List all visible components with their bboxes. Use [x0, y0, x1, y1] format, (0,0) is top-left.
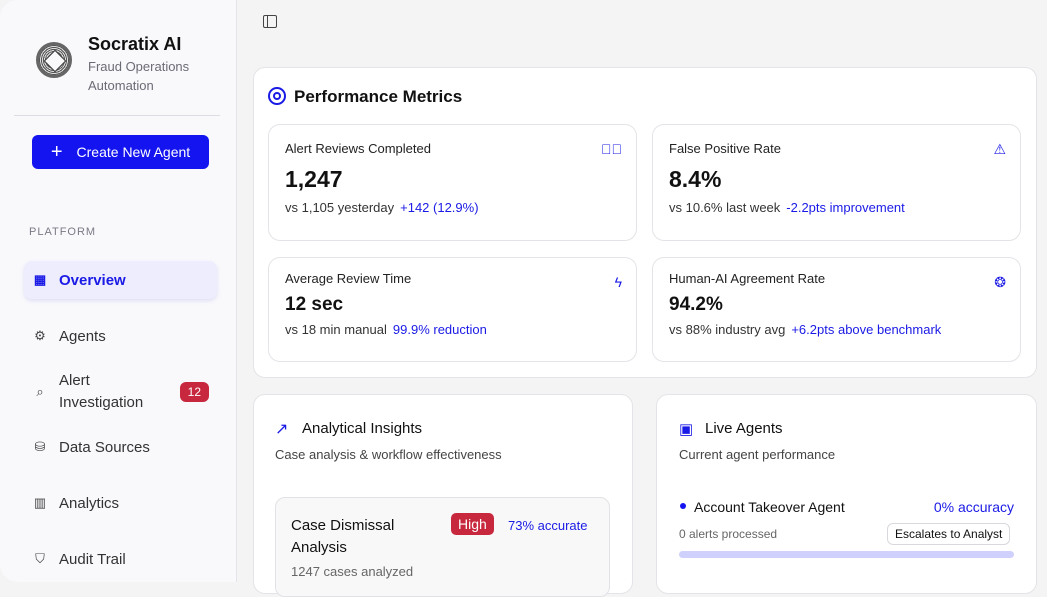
- metric-card: Average Review Time ϟ 12 sec vs 18 min m…: [268, 257, 637, 362]
- metric-value: 8.4%: [669, 166, 722, 192]
- nav-label: Analytics: [59, 494, 120, 512]
- metric-value: 1,247: [285, 166, 343, 192]
- metric-compare: vs 18 min manual: [285, 322, 387, 337]
- alert-count-badge: 12: [179, 382, 209, 402]
- card-title: Analytical Insights: [302, 420, 423, 437]
- metric-compare: vs 88% industry avg: [669, 322, 786, 337]
- agent-accuracy: 0% accuracy: [933, 499, 1014, 515]
- metric-compare: vs 1,105 yesterday: [285, 200, 395, 215]
- brand-name: Socratix AI: [88, 34, 182, 54]
- metric-value: 12 sec: [285, 294, 344, 315]
- sidebar-toggle-icon[interactable]: [263, 15, 277, 28]
- metric-compare: vs 10.6% last week: [669, 200, 781, 215]
- bar-chart-icon: ▥: [33, 495, 47, 510]
- plus-icon: +: [50, 140, 63, 163]
- sidebar-item-audit-trail[interactable]: ⛉ Audit Trail: [24, 549, 217, 569]
- nav-label: Audit Trail: [59, 550, 126, 568]
- shield-icon: ⛉: [35, 551, 45, 566]
- metric-label: False Positive Rate: [669, 141, 781, 156]
- search-icon: ⌕: [36, 384, 44, 399]
- sidebar-item-agents[interactable]: ⚙ Agents: [24, 326, 217, 346]
- nav-label: Agents: [59, 327, 106, 345]
- metric-label: Average Review Time: [285, 271, 412, 286]
- metric-card: False Positive Rate ⚠ 8.4% vs 10.6% last…: [652, 124, 1021, 241]
- create-agent-label: Create New Agent: [76, 144, 191, 160]
- logo: [36, 42, 72, 78]
- agent-name: Account Takeover Agent: [694, 499, 845, 515]
- agent-progress-bar: [679, 551, 1014, 558]
- agent-tag: Escalates to Analyst: [887, 523, 1011, 545]
- priority-badge: High: [451, 513, 494, 535]
- grid-icon: ▦: [33, 272, 47, 287]
- nav-label: Alert Investigation: [59, 372, 144, 411]
- nav-label: Data Sources: [59, 438, 150, 456]
- agent-processed: 0 alerts processed: [679, 527, 778, 541]
- metric-card: Human-AI Agreement Rate ❂ 94.2% vs 88% i…: [652, 257, 1021, 362]
- brand-subtitle: Fraud Operations Automation: [88, 59, 190, 93]
- metric-delta: +6.2pts above benchmark: [791, 322, 942, 337]
- live-agents-card: [656, 394, 1037, 594]
- database-icon: ⛁: [34, 439, 46, 454]
- brain-icon: ❂: [994, 274, 1006, 290]
- target-icon: [268, 87, 286, 105]
- case-count: 1247 cases analyzed: [291, 564, 414, 579]
- section-label: PLATFORM: [29, 226, 97, 238]
- trending-up-icon: ↗: [275, 421, 289, 438]
- create-agent-button[interactable]: + Create New Agent: [32, 135, 209, 169]
- section-title: Performance Metrics: [294, 87, 463, 106]
- metric-value: 94.2%: [669, 294, 723, 315]
- sidebar-item-analytics[interactable]: ▥ Analytics: [24, 493, 217, 513]
- metric-label: Alert Reviews Completed: [285, 141, 431, 156]
- sidebar: Socratix AI Fraud Operations Automation …: [0, 0, 237, 582]
- sidebar-item-data-sources[interactable]: ⛁ Data Sources: [24, 437, 217, 457]
- card-title: Live Agents: [705, 420, 783, 437]
- metric-delta: -2.2pts improvement: [786, 200, 905, 215]
- metric-delta: 99.9% reduction: [392, 322, 487, 337]
- robot-icon: ▣: [679, 421, 694, 438]
- lightning-icon: ϟ: [614, 274, 622, 290]
- nav-label: Overview: [59, 271, 126, 289]
- card-subtitle: Case analysis & workflow effectiveness: [275, 447, 502, 462]
- card-subtitle: Current agent performance: [679, 447, 836, 462]
- case-title: Case Dismissal Analysis: [291, 517, 395, 556]
- check-circle-icon: ✓⃝: [601, 141, 622, 157]
- status-dot: [680, 503, 686, 509]
- sidebar-item-overview[interactable]: ▦ Overview: [24, 261, 217, 299]
- metric-delta: +142 (12.9%): [400, 200, 479, 215]
- metric-card: Alert Reviews Completed ✓⃝ 1,247 vs 1,10…: [268, 124, 637, 241]
- divider: [14, 115, 220, 116]
- warning-icon: ⚠: [993, 141, 1006, 157]
- metric-label: Human-AI Agreement Rate: [669, 271, 826, 286]
- case-accuracy: 73% accurate: [508, 518, 588, 533]
- gear-icon: ⚙: [34, 328, 46, 343]
- sidebar-item-alert-investigation[interactable]: ⌕ Alert Investigation 12: [24, 370, 217, 414]
